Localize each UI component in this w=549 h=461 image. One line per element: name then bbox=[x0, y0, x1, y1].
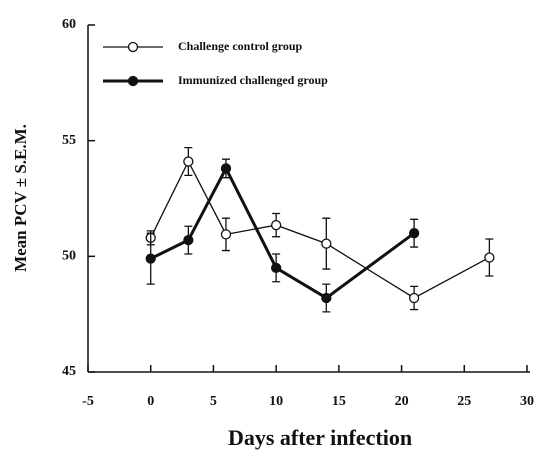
legend-marker bbox=[127, 75, 139, 87]
data-point bbox=[145, 253, 156, 264]
data-point bbox=[321, 292, 332, 304]
x-tick-label: 25 bbox=[457, 394, 471, 409]
x-tick-label: 30 bbox=[520, 394, 534, 409]
series-line bbox=[150, 165, 416, 300]
y-tick-label: 50 bbox=[62, 249, 76, 264]
data-point bbox=[270, 262, 282, 274]
y-axis-title: Mean PCV ± S.E.M. bbox=[11, 124, 30, 272]
y-tick-label: 45 bbox=[62, 364, 76, 379]
x-tick-label: -5 bbox=[82, 394, 94, 409]
x-tick-label: 10 bbox=[269, 394, 283, 409]
data-point bbox=[183, 156, 194, 167]
data-point bbox=[484, 252, 495, 263]
data-point bbox=[408, 292, 420, 304]
y-tick-label: 60 bbox=[62, 17, 76, 32]
data-point bbox=[321, 238, 332, 249]
x-tick-label: 20 bbox=[395, 394, 409, 409]
legend-marker bbox=[127, 41, 139, 53]
data-point bbox=[408, 228, 420, 239]
legend-label: Immunized challenged group bbox=[178, 73, 328, 87]
data-point bbox=[220, 163, 232, 174]
data-point bbox=[270, 219, 282, 231]
x-tick-label: 15 bbox=[332, 394, 346, 409]
data-point bbox=[183, 234, 194, 246]
x-tick-label: 0 bbox=[147, 394, 154, 409]
series-line bbox=[150, 160, 490, 299]
data-point bbox=[220, 229, 232, 240]
x-tick-label: 5 bbox=[210, 394, 217, 409]
legend-label: Challenge control group bbox=[178, 39, 303, 53]
x-axis-title: Days after infection bbox=[228, 425, 412, 450]
y-tick-label: 55 bbox=[62, 133, 76, 148]
